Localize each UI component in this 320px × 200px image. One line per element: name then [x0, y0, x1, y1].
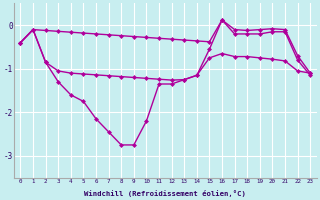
X-axis label: Windchill (Refroidissement éolien,°C): Windchill (Refroidissement éolien,°C) [84, 190, 246, 197]
